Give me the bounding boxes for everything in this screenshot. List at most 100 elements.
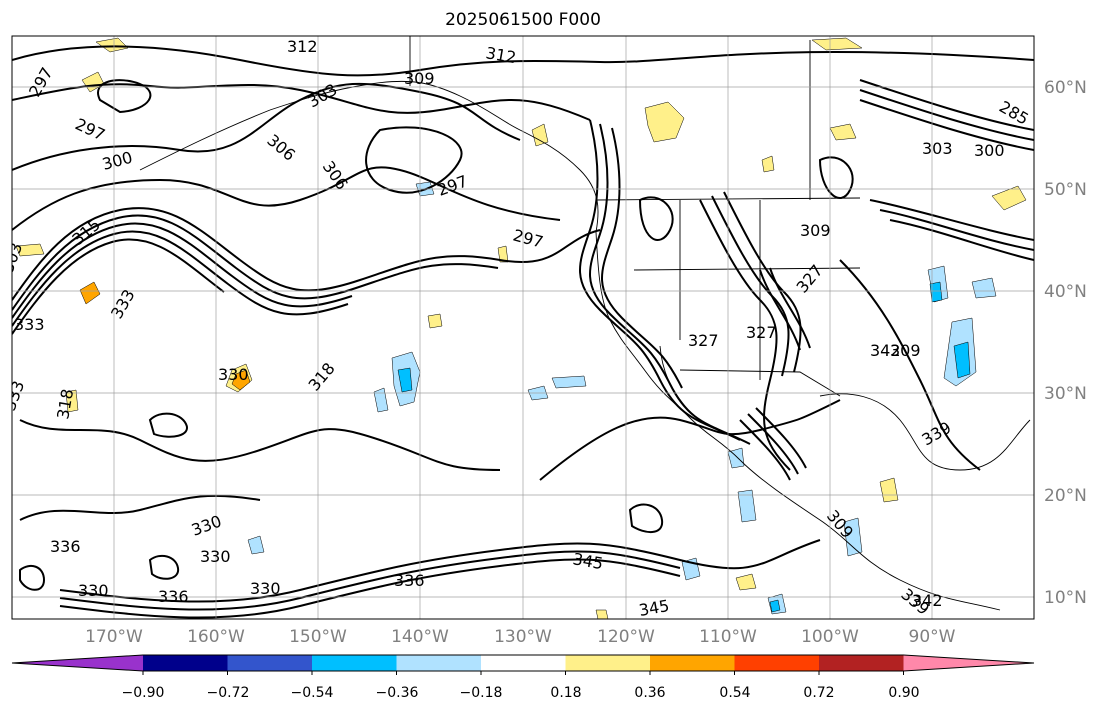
contour-line xyxy=(19,419,501,471)
contour-label: 300 xyxy=(974,141,1005,160)
contour-label: 330 xyxy=(78,581,109,600)
colorbar-segment xyxy=(143,655,228,671)
gridlines xyxy=(12,36,1034,619)
colorbar-tick: 0.54 xyxy=(719,685,750,701)
lat-label: 10°N xyxy=(1044,588,1087,608)
blue-patch xyxy=(843,517,863,557)
blue-patch xyxy=(971,277,997,299)
contour-label: 327 xyxy=(688,331,719,350)
colorbar-extend-low xyxy=(12,655,143,671)
colorbar-tick: 0.90 xyxy=(888,685,919,701)
contour-label: 309 xyxy=(800,221,831,240)
coastline xyxy=(659,345,691,413)
colorbar-tick: −0.90 xyxy=(122,685,165,701)
contour-line xyxy=(12,238,225,335)
contour-line xyxy=(12,207,601,301)
contour-line xyxy=(12,45,1034,77)
blue-patch xyxy=(551,375,587,389)
plot-frame xyxy=(11,35,1035,620)
contour-line xyxy=(769,267,811,349)
contour-line xyxy=(859,99,1034,151)
orange-patch xyxy=(79,281,101,305)
contour-line xyxy=(628,503,664,533)
contour-label: 333 xyxy=(14,315,45,334)
colorbar-extend-high xyxy=(903,655,1034,671)
yellow-patch xyxy=(531,123,549,147)
yellow-patch xyxy=(95,37,129,53)
lat-label: 50°N xyxy=(1044,180,1087,200)
contour-line xyxy=(12,222,353,319)
border xyxy=(679,369,841,397)
lon-label: 140°W xyxy=(391,627,449,647)
yellow-patch xyxy=(829,123,857,141)
colorbar-tick: 0.18 xyxy=(550,685,581,701)
lon-label: 160°W xyxy=(187,627,245,647)
lon-label: 100°W xyxy=(801,627,859,647)
map-title: 2025061500 F000 xyxy=(445,10,601,30)
colorbar-segment xyxy=(312,655,397,671)
contour-label: 330 xyxy=(250,579,281,598)
colorbar-tick: −0.54 xyxy=(291,685,334,701)
contour-label: 330 xyxy=(200,547,231,566)
blue-patch xyxy=(397,367,413,393)
contour-lines xyxy=(12,45,1034,619)
lat-label: 60°N xyxy=(1044,78,1087,98)
lon-label: 90°W xyxy=(909,627,956,647)
lon-label: 150°W xyxy=(289,627,347,647)
lon-label: 170°W xyxy=(85,627,143,647)
contour-line xyxy=(889,219,1034,261)
colorbar-tick: −0.72 xyxy=(207,685,250,701)
coastline xyxy=(269,80,599,233)
colorbar xyxy=(11,654,1035,675)
colorbar-tick: −0.18 xyxy=(460,685,503,701)
blue-patch xyxy=(929,281,943,303)
contour-line xyxy=(589,123,751,445)
orange-patch xyxy=(231,369,251,391)
contour-line xyxy=(699,199,791,471)
contour-line xyxy=(19,494,261,521)
colorbar-segment xyxy=(396,655,482,671)
lon-label: 110°W xyxy=(699,627,757,647)
yellow-patch xyxy=(595,609,609,619)
contour-line xyxy=(97,79,152,114)
yellow-patch xyxy=(427,313,443,329)
contour-line xyxy=(148,554,180,580)
colorbar-ticks: −0.90 −0.72 −0.54 −0.36 −0.18 0.18 0.36 … xyxy=(122,685,920,701)
contour-line xyxy=(739,419,791,481)
contour-line xyxy=(839,259,981,471)
lat-label: 20°N xyxy=(1044,486,1087,506)
contour-line xyxy=(755,407,807,469)
contour-label: 342 xyxy=(912,591,943,610)
colorbar-segment xyxy=(481,655,566,671)
contour-label: 342 xyxy=(870,341,901,360)
colorbar-segment xyxy=(819,655,904,671)
contour-line xyxy=(59,539,821,603)
blue-patch xyxy=(373,387,389,413)
lon-label: 120°W xyxy=(597,627,655,647)
yellow-patch xyxy=(15,243,45,257)
coastline xyxy=(139,109,271,171)
coastline xyxy=(739,459,1001,611)
border xyxy=(633,267,861,271)
contour-line xyxy=(12,230,349,327)
colorbar-segment xyxy=(734,655,820,671)
longitude-labels: 170°W 160°W 150°W 140°W 130°W 120°W 110°… xyxy=(85,627,956,647)
contour-label: 345 xyxy=(637,596,670,620)
contour-label: 327 xyxy=(746,323,777,342)
contour-line xyxy=(365,126,463,194)
contour-line xyxy=(879,209,1034,251)
colorbar-tick: 0.72 xyxy=(803,685,834,701)
yellow-patch xyxy=(735,573,757,591)
contour-line xyxy=(747,413,799,475)
blue-patch xyxy=(737,489,757,523)
contour-label: 303 xyxy=(922,139,953,158)
colorbar-segment xyxy=(650,655,735,671)
contour-line xyxy=(148,412,188,438)
blue-patch xyxy=(953,341,971,379)
contour-line xyxy=(759,269,801,351)
contour-label: 336 xyxy=(394,571,425,590)
contour-label: 309 xyxy=(404,69,435,88)
colorbar-segment xyxy=(227,655,313,671)
yellow-patch xyxy=(644,101,685,143)
contour-label: 330 xyxy=(218,365,249,384)
